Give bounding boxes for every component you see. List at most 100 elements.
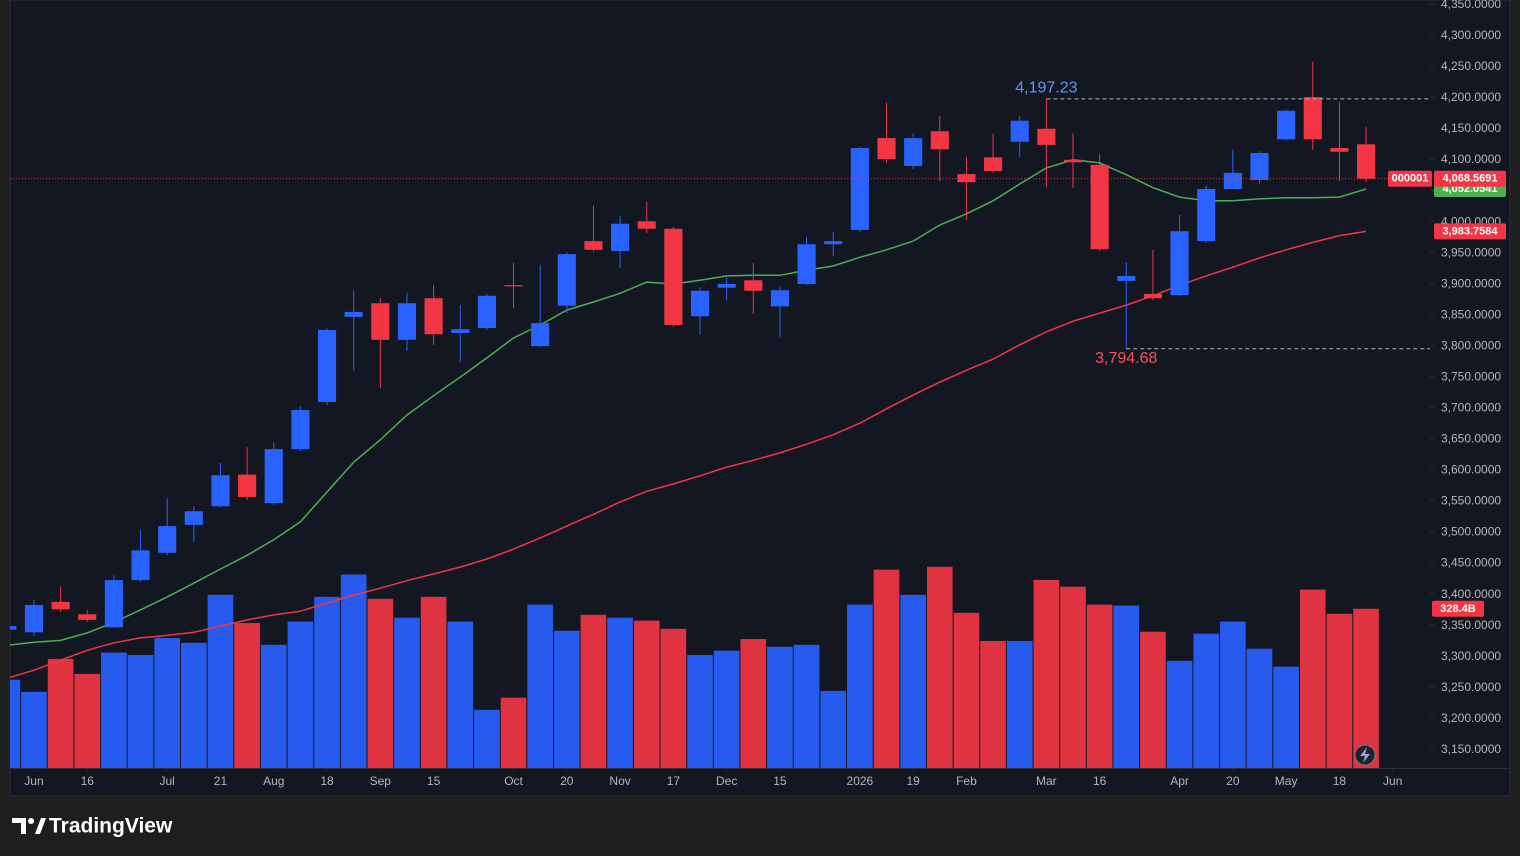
axes: 4,350.0000 4,300.0000 4,250.0000 4,200.0000…	[24, 0, 1506, 788]
candle-body	[344, 311, 363, 317]
candle-body	[104, 580, 123, 628]
volume-bar	[900, 594, 926, 768]
candle-body	[904, 138, 923, 167]
y-tick-label: 3,600.0000	[1441, 463, 1501, 477]
volume-bar	[127, 655, 154, 768]
volume-bar	[101, 652, 127, 768]
volume-bar	[1166, 660, 1193, 768]
x-tick-label: Jul	[160, 774, 175, 788]
volume-bar	[1006, 640, 1033, 768]
candle-body	[531, 323, 550, 347]
volume-bar	[767, 646, 793, 768]
volume-bar	[10, 679, 21, 768]
candle-body	[717, 283, 736, 288]
volume-bar	[474, 709, 500, 768]
volume-bar	[394, 617, 420, 768]
x-tick-label: Feb	[956, 774, 977, 788]
candle-body	[1197, 188, 1216, 242]
y-tick-label: 4,100.0000	[1441, 152, 1501, 166]
candle-body	[557, 254, 576, 306]
volume-bar	[1060, 586, 1086, 768]
volume-label: 328.4B	[1440, 603, 1476, 615]
volume-bar	[1273, 666, 1299, 768]
candle-body	[78, 614, 97, 620]
candle-body	[1250, 152, 1269, 180]
volume-bar	[260, 644, 287, 768]
x-tick-label: 16	[1093, 774, 1107, 788]
ma-price-label-box	[1434, 223, 1506, 240]
candle-body	[238, 474, 257, 497]
candle-body	[637, 221, 656, 229]
candle-body	[291, 410, 310, 450]
brand-name[interactable]: TradingView	[49, 815, 173, 838]
candle-body	[664, 228, 683, 325]
last-price-label-box	[1434, 170, 1506, 187]
volume-bar	[580, 614, 607, 768]
volume-bar	[660, 628, 687, 768]
y-tick-label: 4,200.0000	[1441, 90, 1501, 104]
candle-body	[451, 329, 470, 334]
volume-bar	[1353, 608, 1379, 768]
volume-bar	[607, 617, 633, 768]
x-tick-label: 19	[906, 774, 920, 788]
y-tick-label: 3,950.0000	[1441, 245, 1501, 259]
candle-body	[158, 526, 177, 553]
volume-bar	[234, 623, 260, 768]
candle-body	[1090, 164, 1109, 250]
candle-body	[850, 148, 869, 230]
volume-bar	[953, 612, 980, 768]
candle-body	[744, 280, 763, 291]
extreme-label: 4,197.23	[1015, 79, 1077, 96]
volume-bar	[500, 697, 527, 768]
candle-body	[1063, 159, 1083, 163]
y-tick-label: 4,350.0000	[1441, 0, 1501, 11]
candle-body	[264, 449, 283, 504]
candle-body	[1170, 231, 1189, 296]
volume-bar	[1193, 633, 1220, 768]
candle-body	[24, 604, 44, 633]
volume-bar	[314, 596, 340, 768]
volume-bar	[1033, 579, 1060, 768]
volume-bar	[1299, 589, 1326, 768]
candle-body	[1330, 148, 1349, 152]
volume-bar	[793, 644, 820, 768]
volume-bar	[207, 594, 234, 768]
x-tick-label: Nov	[609, 774, 630, 788]
x-tick-label: 17	[667, 774, 681, 788]
volume-bar	[367, 598, 394, 768]
volume-bar	[553, 630, 580, 768]
x-tick-label: Apr	[1170, 774, 1189, 788]
volume-bar	[633, 620, 660, 768]
lightning-icon[interactable]	[1354, 744, 1376, 766]
brand-logo[interactable]: TradingView	[12, 815, 173, 838]
volume-bar	[1113, 605, 1140, 768]
y-tick-label: 3,700.0000	[1441, 401, 1501, 415]
volume-bar	[926, 566, 953, 768]
volume-bar	[873, 569, 900, 768]
candle-body	[1010, 120, 1029, 142]
candle-body	[1117, 275, 1136, 281]
candle-body	[611, 223, 630, 252]
x-tick-label: 2026	[847, 774, 874, 788]
x-tick-label: Jun	[1383, 774, 1402, 788]
volume-bar	[1326, 613, 1353, 768]
x-tick-label: Oct	[504, 774, 523, 788]
candle-body	[770, 290, 790, 307]
candle-body	[1277, 110, 1296, 140]
y-tick-label: 4,250.0000	[1441, 59, 1501, 73]
volume-bar	[74, 673, 101, 768]
moving-average-line	[10, 230, 1367, 679]
candle-body	[1303, 97, 1322, 140]
candle-body	[930, 131, 949, 150]
y-tick-label: 3,250.0000	[1441, 680, 1501, 694]
volume-bar	[1246, 648, 1273, 768]
x-tick-label: 15	[773, 774, 787, 788]
volume-bar	[154, 638, 181, 768]
candle-body	[504, 285, 523, 287]
candle-body	[690, 290, 710, 317]
y-tick-label: 3,550.0000	[1441, 494, 1501, 508]
candle-body	[1223, 172, 1242, 189]
